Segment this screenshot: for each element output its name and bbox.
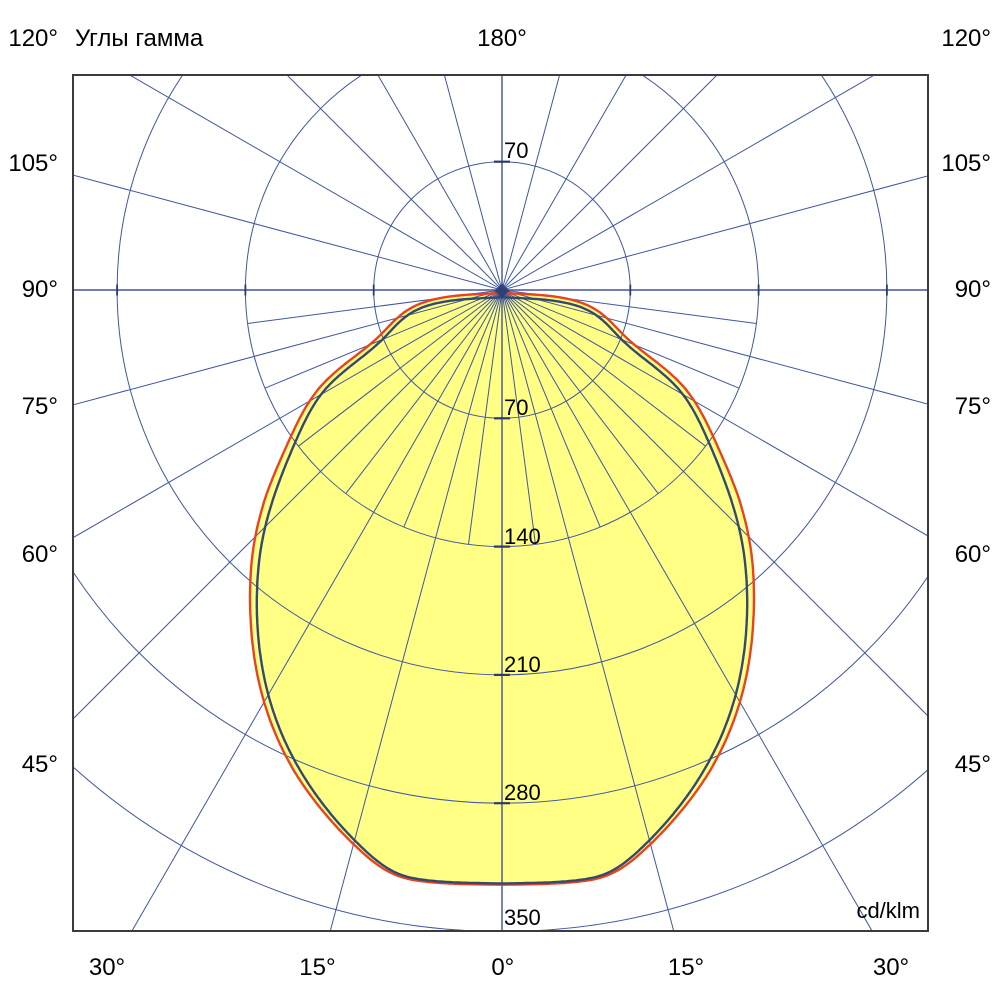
- svg-text:70: 70: [504, 395, 528, 420]
- svg-text:105°: 105°: [8, 150, 58, 177]
- svg-text:30°: 30°: [873, 954, 909, 981]
- svg-text:140: 140: [504, 524, 541, 549]
- svg-text:90°: 90°: [955, 276, 991, 303]
- svg-text:90°: 90°: [22, 276, 58, 303]
- svg-text:30°: 30°: [89, 954, 125, 981]
- svg-text:60°: 60°: [955, 541, 991, 568]
- svg-text:15°: 15°: [299, 954, 335, 981]
- svg-text:210: 210: [504, 652, 541, 677]
- svg-text:0°: 0°: [491, 954, 514, 981]
- svg-text:75°: 75°: [22, 393, 58, 420]
- svg-text:45°: 45°: [22, 751, 58, 778]
- svg-text:120°: 120°: [8, 25, 58, 52]
- svg-text:180°: 180°: [477, 25, 527, 52]
- svg-text:Углы гамма: Углы гамма: [75, 25, 204, 52]
- svg-text:120°: 120°: [941, 25, 991, 52]
- svg-text:280: 280: [504, 780, 541, 805]
- svg-text:70: 70: [504, 138, 528, 163]
- svg-text:75°: 75°: [955, 393, 991, 420]
- svg-text:45°: 45°: [955, 751, 991, 778]
- svg-text:cd/klm: cd/klm: [856, 898, 920, 923]
- svg-text:15°: 15°: [668, 954, 704, 981]
- svg-text:350: 350: [504, 905, 541, 930]
- svg-text:105°: 105°: [941, 150, 991, 177]
- svg-text:60°: 60°: [22, 541, 58, 568]
